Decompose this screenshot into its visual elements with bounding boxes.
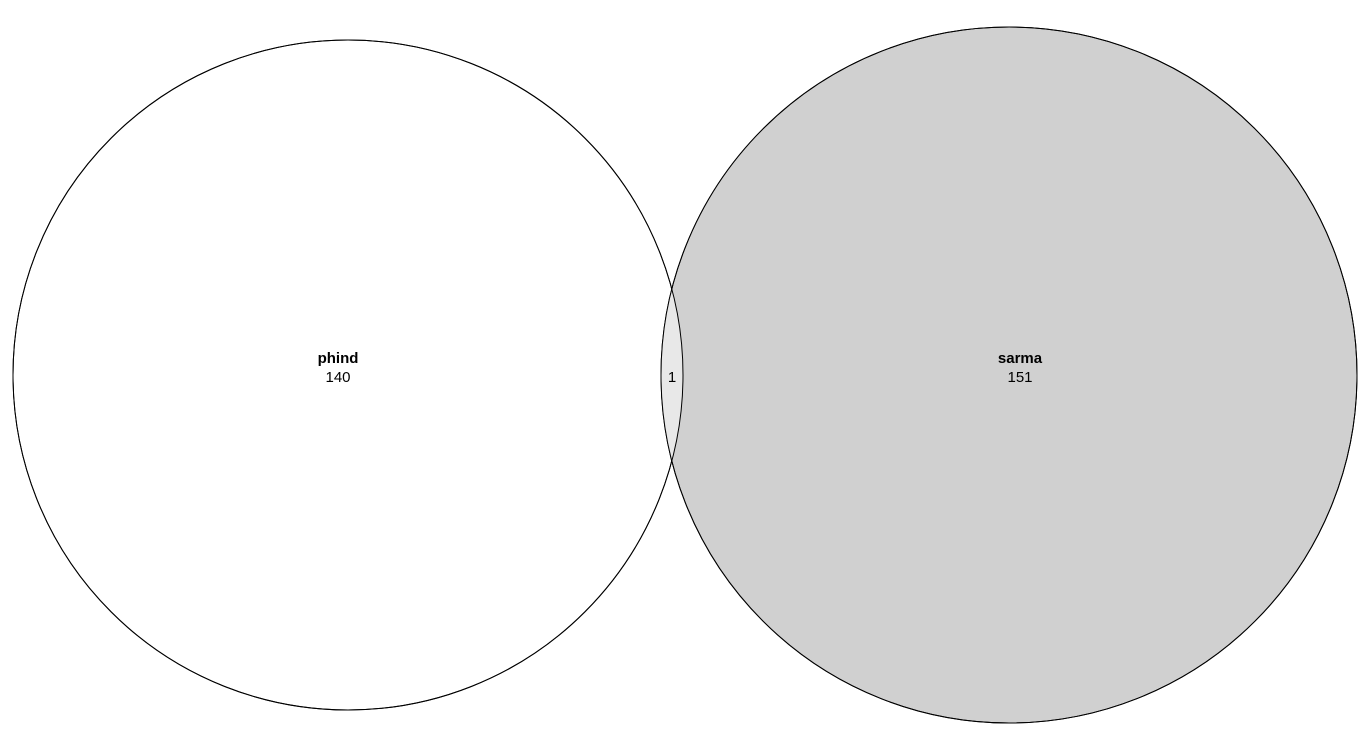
set-sarma-label: sarma: [998, 350, 1043, 367]
set-sarma-count: 151: [1007, 369, 1032, 386]
set-phind-count: 140: [325, 369, 350, 386]
set-phind-label: phind: [318, 350, 359, 367]
intersection-count: 1: [668, 369, 676, 386]
set-phind-outline: [12, 39, 684, 711]
set-sarma-outline: [660, 26, 1358, 724]
